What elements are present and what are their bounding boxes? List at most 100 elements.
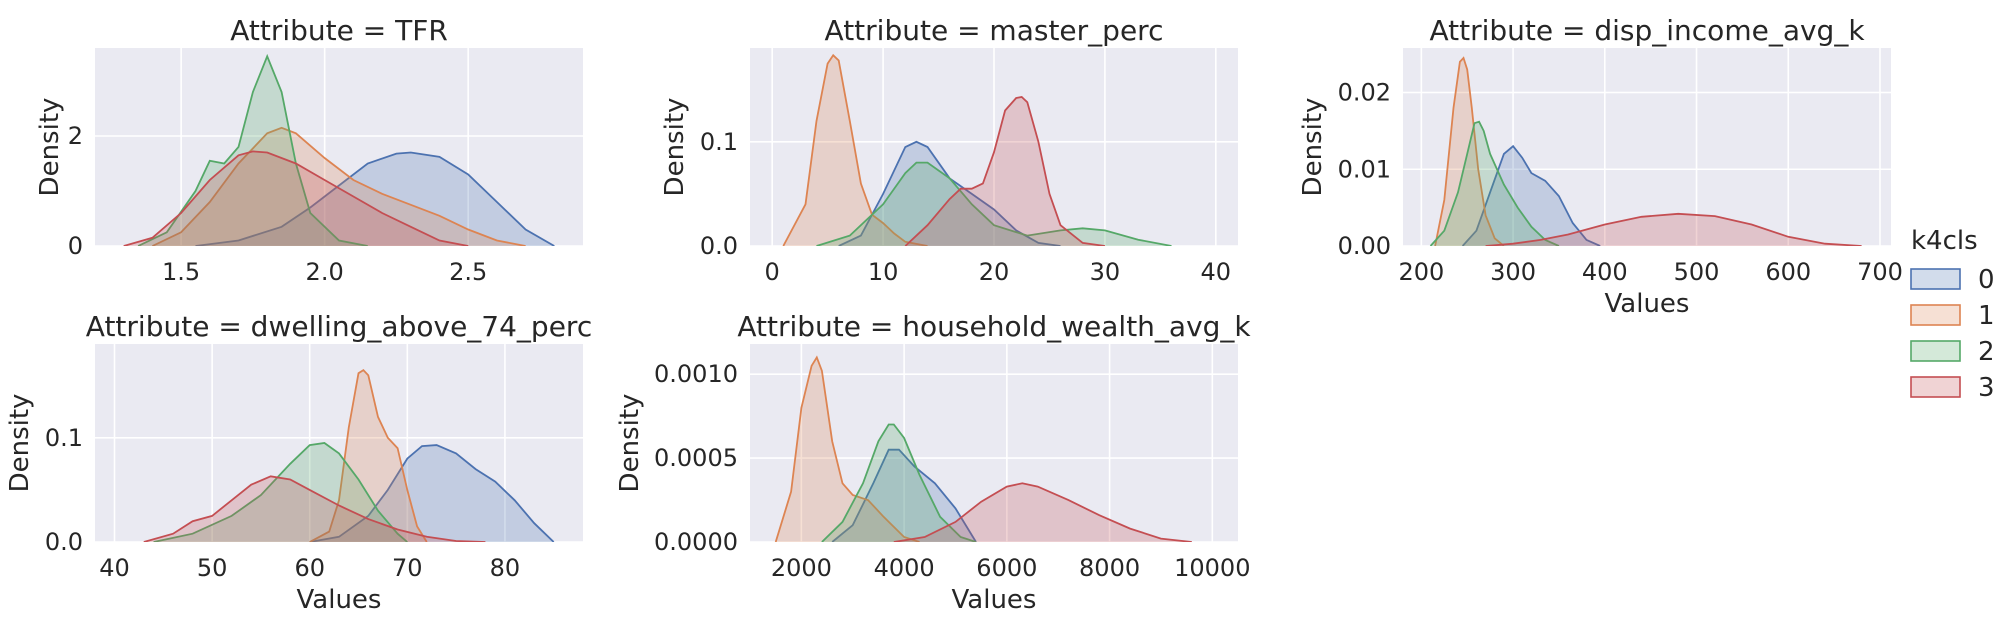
density-area-k4cls-0 [309,445,554,542]
legend-title: k4cls [1911,226,1978,256]
x-axis-label: Values [1605,289,1690,319]
x-axis-label: Values [297,585,382,615]
y-tick-label: 0.1 [700,128,738,156]
density-area-k4cls-0 [1462,146,1601,246]
density-area-k4cls-0 [832,449,976,542]
legend-label: 2 [1978,337,1995,367]
density-area-k4cls-2 [153,443,408,542]
density-area-k4cls-3 [893,483,1192,542]
legend-swatch-3 [1910,376,1961,398]
facet-panel: 0 10 20 30 40 0.0 0.1 Attribute = master_perc De… [660,14,1238,286]
density-area-k4cls-1 [783,55,928,246]
legend: k4cls 0 1 2 3 [1910,226,1995,403]
x-tick-label: 400 [1582,258,1628,286]
x-tick-label: 70 [392,554,423,582]
facet-panel: 40 50 60 70 80 0.0 0.1 Attribute = dwelling_abo… [5,310,592,615]
y-tick-label: 0.02 [1338,79,1391,107]
density-line-k4cls-0 [309,444,555,542]
facet-title: Attribute = dwelling_above_74_perc [86,310,592,343]
y-tick-label: 0.0010 [654,360,738,388]
density-line-k4cls-3 [1485,212,1862,246]
density-area-k4cls-2 [816,162,1172,246]
density-area-k4cls-3 [123,151,469,246]
x-tick-label: 20 [979,258,1010,286]
density-area-k4cls-3 [143,476,486,542]
density-line-k4cls-2 [153,442,408,542]
density-line-k4cls-1 [309,368,428,542]
density-line-k4cls-2 [137,53,368,246]
panels: 1.5 2.0 2.5 0 2 Attribute = TFR Density 0 10 20 30… [5,14,1903,615]
density-line-k4cls-1 [782,53,928,246]
series-group [1429,56,1862,246]
y-tick-label: 0.0000 [654,528,738,556]
density-area-k4cls-1 [775,357,920,542]
density-line-k4cls-3 [893,482,1192,542]
y-tick-label: 2 [68,122,83,150]
x-tick-label: 40 [1201,258,1232,286]
x-tick-label: 60 [294,554,325,582]
facet-title: Attribute = disp_income_avg_k [1429,14,1865,47]
legend-swatch-1 [1910,304,1961,326]
x-tick-label: 30 [1090,258,1121,286]
x-tick-label: 2.0 [306,258,344,286]
x-tick-label: 0 [765,258,780,286]
plot-area [750,344,1238,542]
y-axis-label: Density [660,98,690,197]
series-group [123,53,555,246]
density-line-k4cls-3 [143,475,486,542]
series-group [143,368,555,542]
plot-area [95,344,583,542]
x-tick-label: 10 [868,258,899,286]
facet-panel: 200 300 400 500 600 700 0.00 0.01 0.02 Attribute … [1298,14,1903,319]
y-axis-label: Density [35,98,65,197]
facet-title: Attribute = TFR [230,14,448,47]
series-group [774,355,1192,542]
density-area-k4cls-3 [1485,213,1862,246]
x-tick-label: 6000 [976,554,1037,582]
x-axis-label: Values [952,585,1037,615]
y-axis-label: Density [1298,98,1328,197]
series-group [782,53,1172,246]
x-tick-label: 2.5 [449,258,487,286]
y-axis-label: Density [615,394,645,493]
x-tick-label: 50 [197,554,228,582]
x-tick-label: 700 [1857,258,1903,286]
y-tick-label: 0.00 [1338,232,1391,260]
facet-panel: 2000 4000 6000 8000 10000 0.0000 0.0005 0.0010 A… [615,310,1251,615]
x-tick-label: 600 [1765,258,1811,286]
density-area-k4cls-1 [1435,58,1504,246]
density-area-k4cls-2 [1430,121,1559,246]
x-tick-label: 200 [1398,258,1444,286]
y-tick-label: 0.1 [45,424,83,452]
density-area-k4cls-1 [152,127,526,246]
y-tick-label: 0 [68,232,83,260]
y-tick-label: 0.01 [1338,155,1391,183]
facet-title: Attribute = master_perc [825,14,1164,47]
x-tick-label: 8000 [1079,554,1140,582]
y-tick-label: 0.0 [700,232,738,260]
x-tick-label: 2000 [771,554,832,582]
density-line-k4cls-2 [1429,120,1560,246]
y-tick-label: 0.0005 [654,444,738,472]
density-line-k4cls-3 [123,150,469,246]
y-tick-label: 0.0 [45,528,83,556]
density-line-k4cls-0 [1461,144,1601,246]
x-tick-label: 40 [99,554,130,582]
legend-swatch-0 [1910,268,1961,290]
x-tick-label: 10000 [1174,554,1250,582]
density-line-k4cls-1 [1434,56,1505,246]
density-line-k4cls-0 [831,448,977,542]
x-tick-label: 300 [1490,258,1536,286]
density-area-k4cls-1 [309,370,427,542]
x-tick-label: 1.5 [162,258,200,286]
legend-swatch-2 [1910,340,1961,362]
density-line-k4cls-3 [904,96,1106,246]
density-line-k4cls-0 [195,151,555,246]
x-tick-label: 500 [1674,258,1720,286]
y-axis-label: Density [5,394,35,493]
density-line-k4cls-2 [816,161,1172,246]
density-line-k4cls-2 [821,423,977,542]
density-area-k4cls-3 [905,97,1105,246]
legend-label: 3 [1978,373,1995,403]
legend-label: 0 [1978,265,1995,295]
